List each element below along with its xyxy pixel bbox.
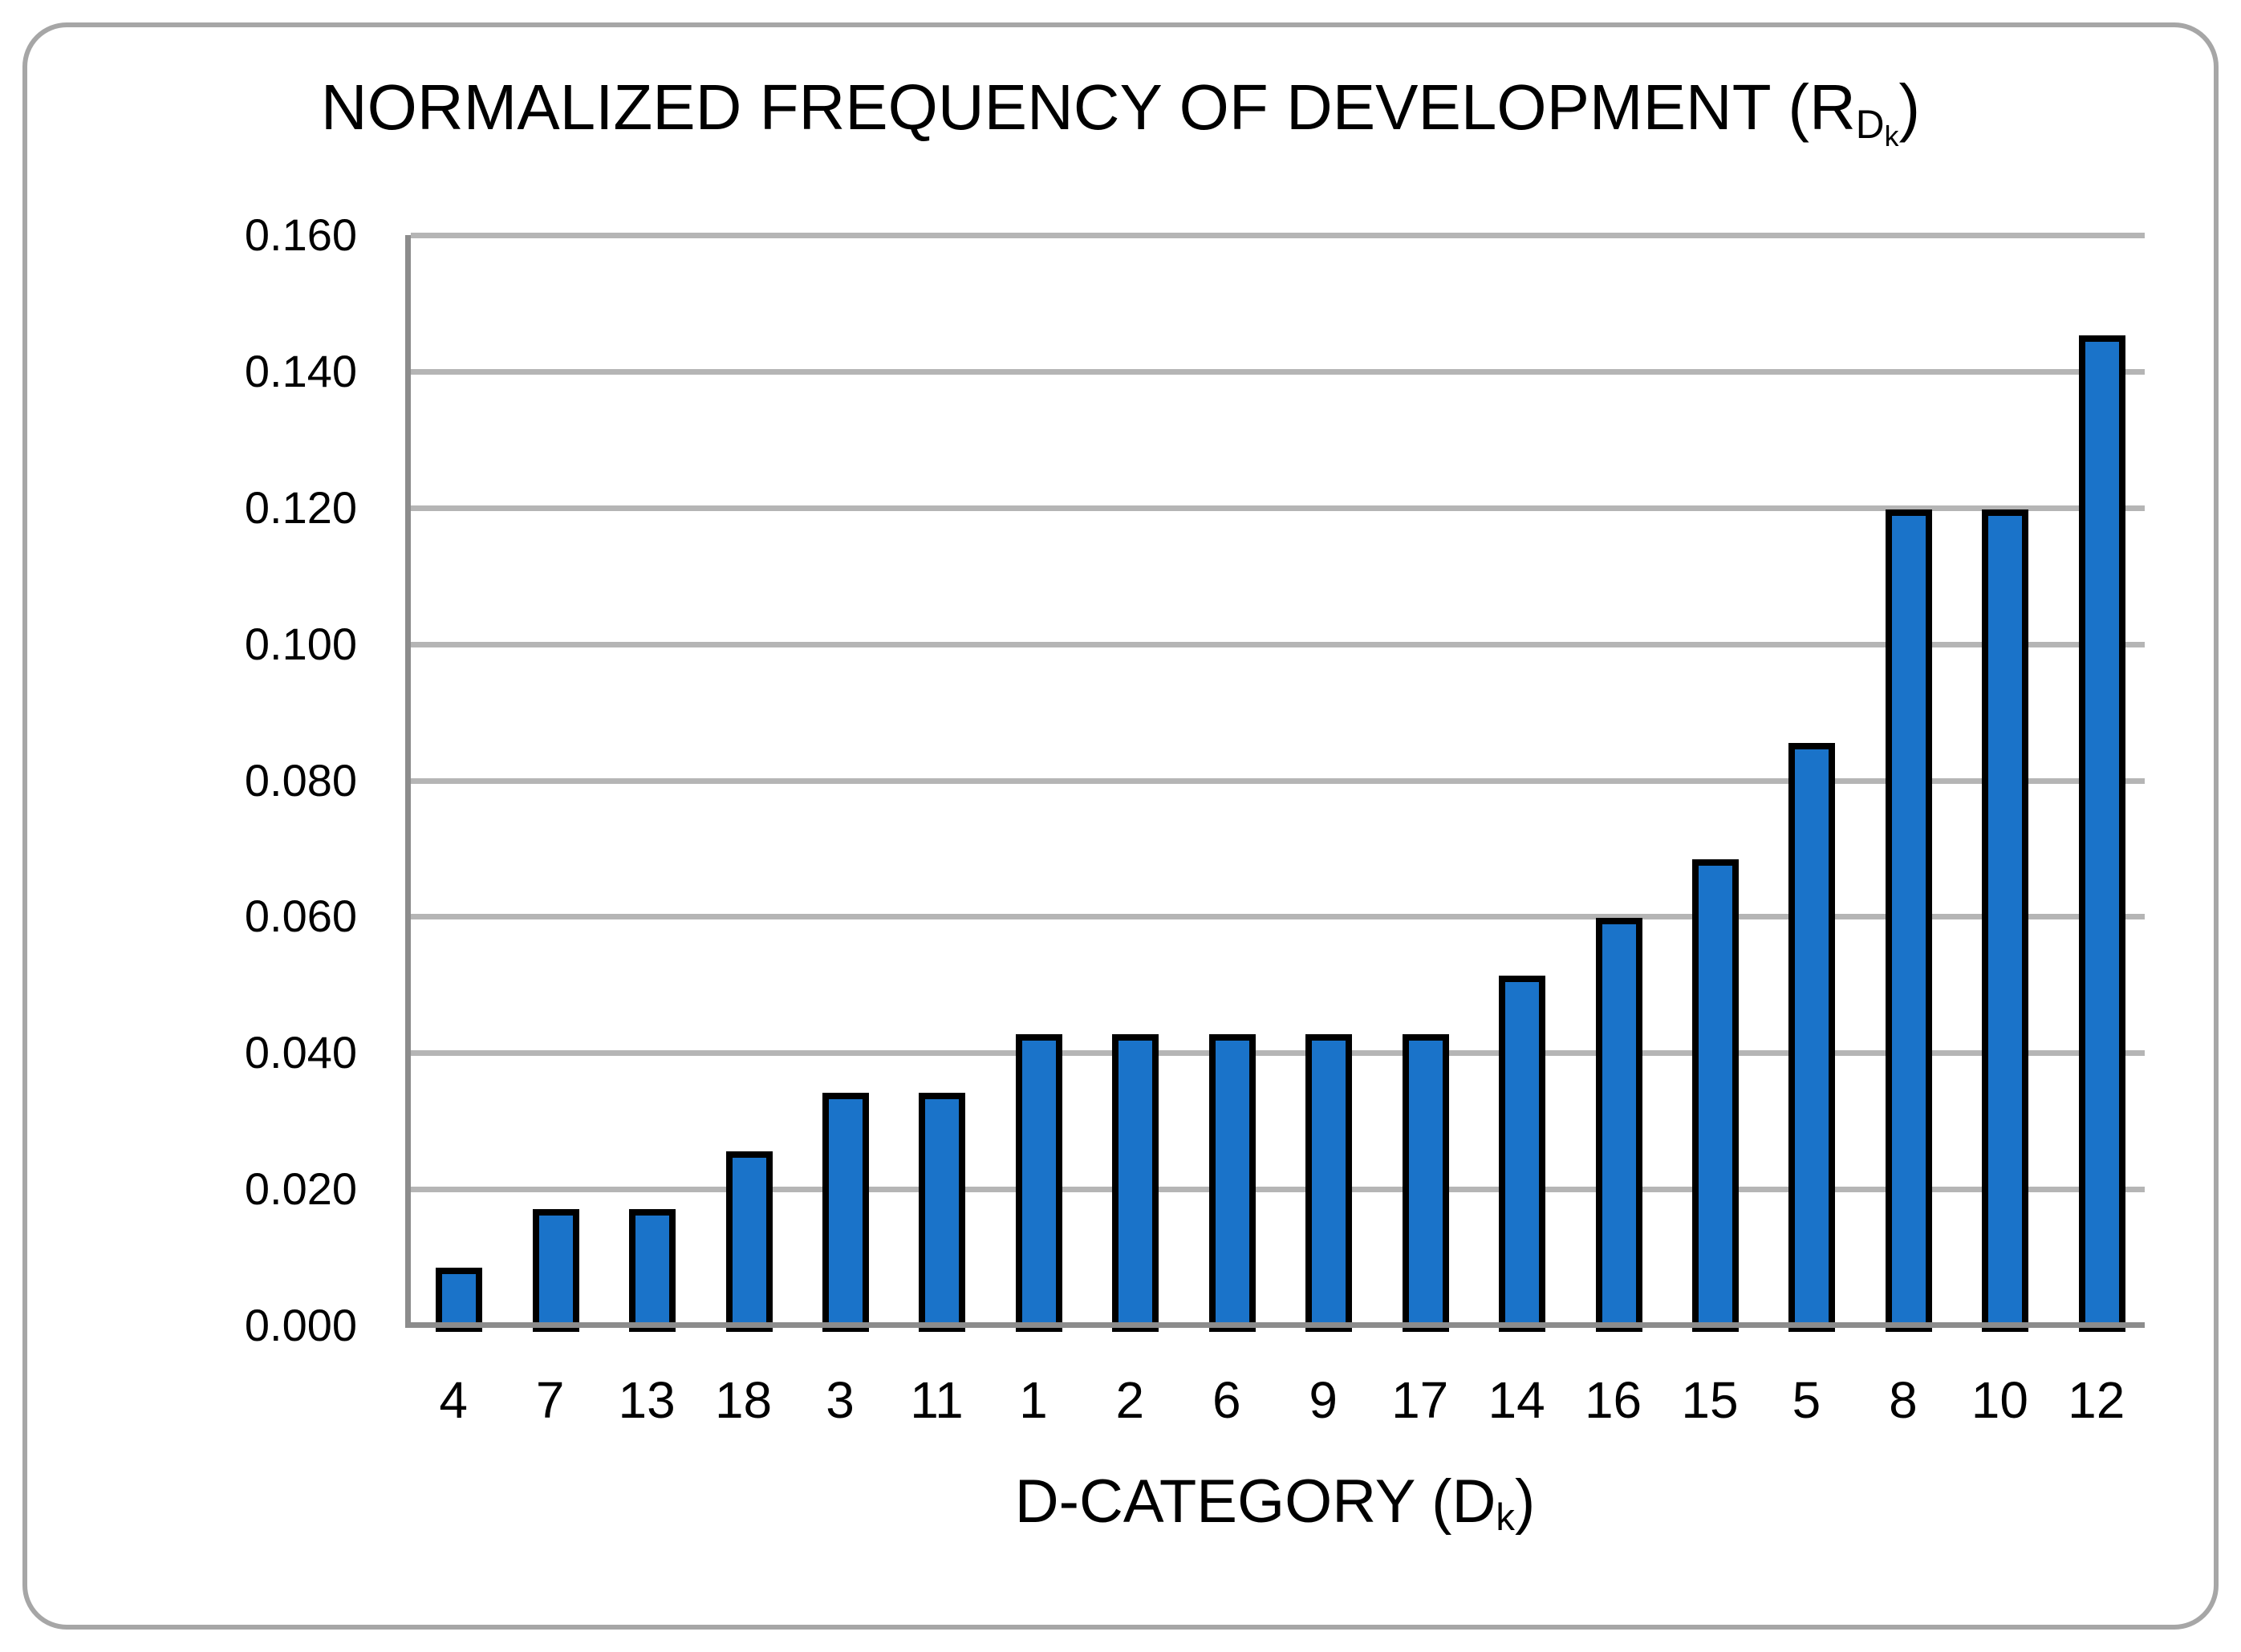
- y-axis-tick-label: 0.160: [244, 209, 357, 260]
- bar-category-7: [532, 1208, 579, 1332]
- chart-title: NORMALIZED FREQUENCY OF DEVELOPMENT (RDk…: [24, 71, 2217, 152]
- gridline: [411, 505, 2145, 511]
- x-axis-tick-label: 3: [826, 1371, 855, 1429]
- x-axis-tick-label: 4: [439, 1371, 469, 1429]
- x-axis-tick-label: 5: [1792, 1371, 1821, 1429]
- y-axis-tick-label: 0.040: [244, 1027, 357, 1078]
- bar-category-9: [1305, 1034, 1353, 1332]
- x-axis-tick-label: 10: [1971, 1371, 2028, 1429]
- bar-category-10: [1982, 509, 2029, 1332]
- bar-category-6: [1208, 1034, 1256, 1332]
- bar-category-14: [1499, 976, 1546, 1332]
- x-axis-title-close: ): [1514, 1467, 1536, 1536]
- x-axis-tick-label: 7: [535, 1371, 565, 1429]
- x-axis-title-subscript: k: [1496, 1496, 1515, 1539]
- x-axis-tick-label: 1: [1019, 1371, 1048, 1429]
- x-axis-tick-label: 2: [1115, 1371, 1145, 1429]
- x-axis-tick-label: 17: [1391, 1371, 1449, 1429]
- y-axis-tick-label: 0.080: [244, 754, 357, 806]
- chart-frame: [22, 22, 2219, 1630]
- plot-area: [405, 233, 2145, 1332]
- chart-title-subsubscript: k: [1884, 120, 1899, 152]
- gridline: [411, 233, 2145, 238]
- gridline: [411, 777, 2145, 784]
- bar-category-13: [629, 1208, 676, 1332]
- x-axis-line: [405, 1322, 2145, 1328]
- gridline: [411, 368, 2145, 375]
- bar-category-5: [1788, 742, 1836, 1332]
- bar-category-11: [919, 1092, 966, 1332]
- bar-category-8: [1885, 509, 1932, 1332]
- y-axis-tick-label: 0.000: [244, 1300, 357, 1350]
- x-axis-tick-label: 9: [1309, 1371, 1338, 1429]
- chart-title-subscript: Dk: [1855, 101, 1899, 152]
- gridline: [411, 914, 2145, 920]
- x-axis-title-main: D-CATEGORY (D: [1014, 1467, 1496, 1536]
- x-axis-tick-label: 18: [714, 1371, 773, 1429]
- gridline: [411, 641, 2145, 647]
- bar-category-12: [2078, 335, 2125, 1332]
- gridline: [411, 1050, 2145, 1057]
- y-axis-tick-label: 0.100: [244, 618, 357, 669]
- bar-category-16: [1595, 918, 1642, 1332]
- bar-category-17: [1402, 1034, 1449, 1332]
- y-axis-tick-label: 0.120: [244, 481, 357, 533]
- chart-title-close: ): [1898, 71, 1921, 143]
- bar-category-18: [725, 1151, 773, 1332]
- x-axis-title: D-CATEGORY (Dk): [405, 1467, 2145, 1539]
- y-axis-tick-label: 0.060: [244, 891, 357, 942]
- bar-category-1: [1015, 1034, 1062, 1332]
- y-axis-tick-label: 0.140: [244, 345, 357, 396]
- bar-category-15: [1692, 859, 1739, 1332]
- x-axis-tick-label: 14: [1488, 1371, 1545, 1429]
- chart-title-main: NORMALIZED FREQUENCY OF DEVELOPMENT (R: [320, 71, 1856, 143]
- x-axis-tick-label: 12: [2068, 1371, 2125, 1429]
- x-axis-tick-label: 13: [618, 1371, 676, 1429]
- x-axis-tick-label: 15: [1681, 1371, 1739, 1429]
- y-axis-tick-label: 0.020: [244, 1163, 357, 1215]
- bar-category-2: [1112, 1034, 1159, 1332]
- x-axis-tick-label: 16: [1584, 1371, 1642, 1429]
- x-axis-tick-label: 6: [1212, 1371, 1241, 1429]
- x-axis-tick-label: 11: [910, 1371, 964, 1429]
- x-axis-tick-label: 8: [1889, 1371, 1918, 1429]
- bar-category-3: [822, 1092, 869, 1332]
- gridline: [411, 1187, 2145, 1193]
- bar-category-4: [436, 1267, 483, 1332]
